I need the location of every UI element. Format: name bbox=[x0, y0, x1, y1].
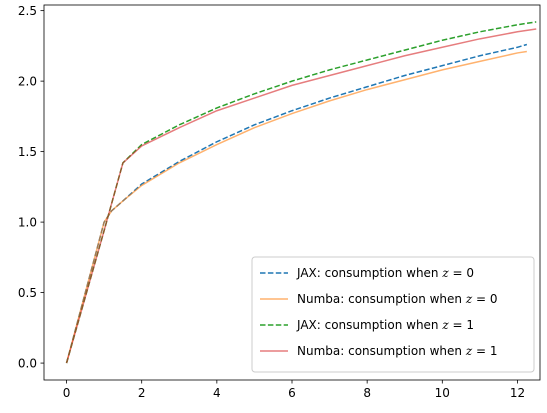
y-tick-label: 1.5 bbox=[18, 145, 37, 159]
y-tick-label: 0.0 bbox=[18, 356, 37, 370]
x-tick-label: 6 bbox=[288, 386, 296, 400]
legend-label-4: Numba: consumption when z = 1 bbox=[297, 344, 498, 358]
series-line-3 bbox=[65, 21, 537, 364]
plot-area bbox=[65, 21, 537, 364]
legend-box bbox=[251, 256, 535, 373]
y-tick-label: 1.0 bbox=[18, 215, 37, 229]
legend-label-2: Numba: consumption when z = 0 bbox=[297, 292, 498, 306]
legend: JAX: consumption when z = 0 Numba: consum… bbox=[251, 256, 535, 373]
y-tick-label: 2.0 bbox=[18, 74, 37, 88]
x-tick-label: 8 bbox=[363, 386, 371, 400]
legend-label-1: JAX: consumption when z = 0 bbox=[296, 266, 474, 280]
x-tick-label: 4 bbox=[213, 386, 221, 400]
y-tick-label: 0.5 bbox=[18, 286, 37, 300]
series-line-4 bbox=[65, 28, 537, 364]
x-tick-label: 12 bbox=[510, 386, 525, 400]
x-tick-label: 0 bbox=[63, 386, 71, 400]
x-tick-label: 2 bbox=[138, 386, 146, 400]
x-tick-label: 10 bbox=[435, 386, 450, 400]
legend-label-3: JAX: consumption when z = 1 bbox=[296, 318, 474, 332]
y-tick-label: 2.5 bbox=[18, 4, 37, 18]
axes: 0 2 4 6 8 10 12 0.0 0.5 1.0 1.5 2.0 2.5 bbox=[18, 4, 541, 400]
